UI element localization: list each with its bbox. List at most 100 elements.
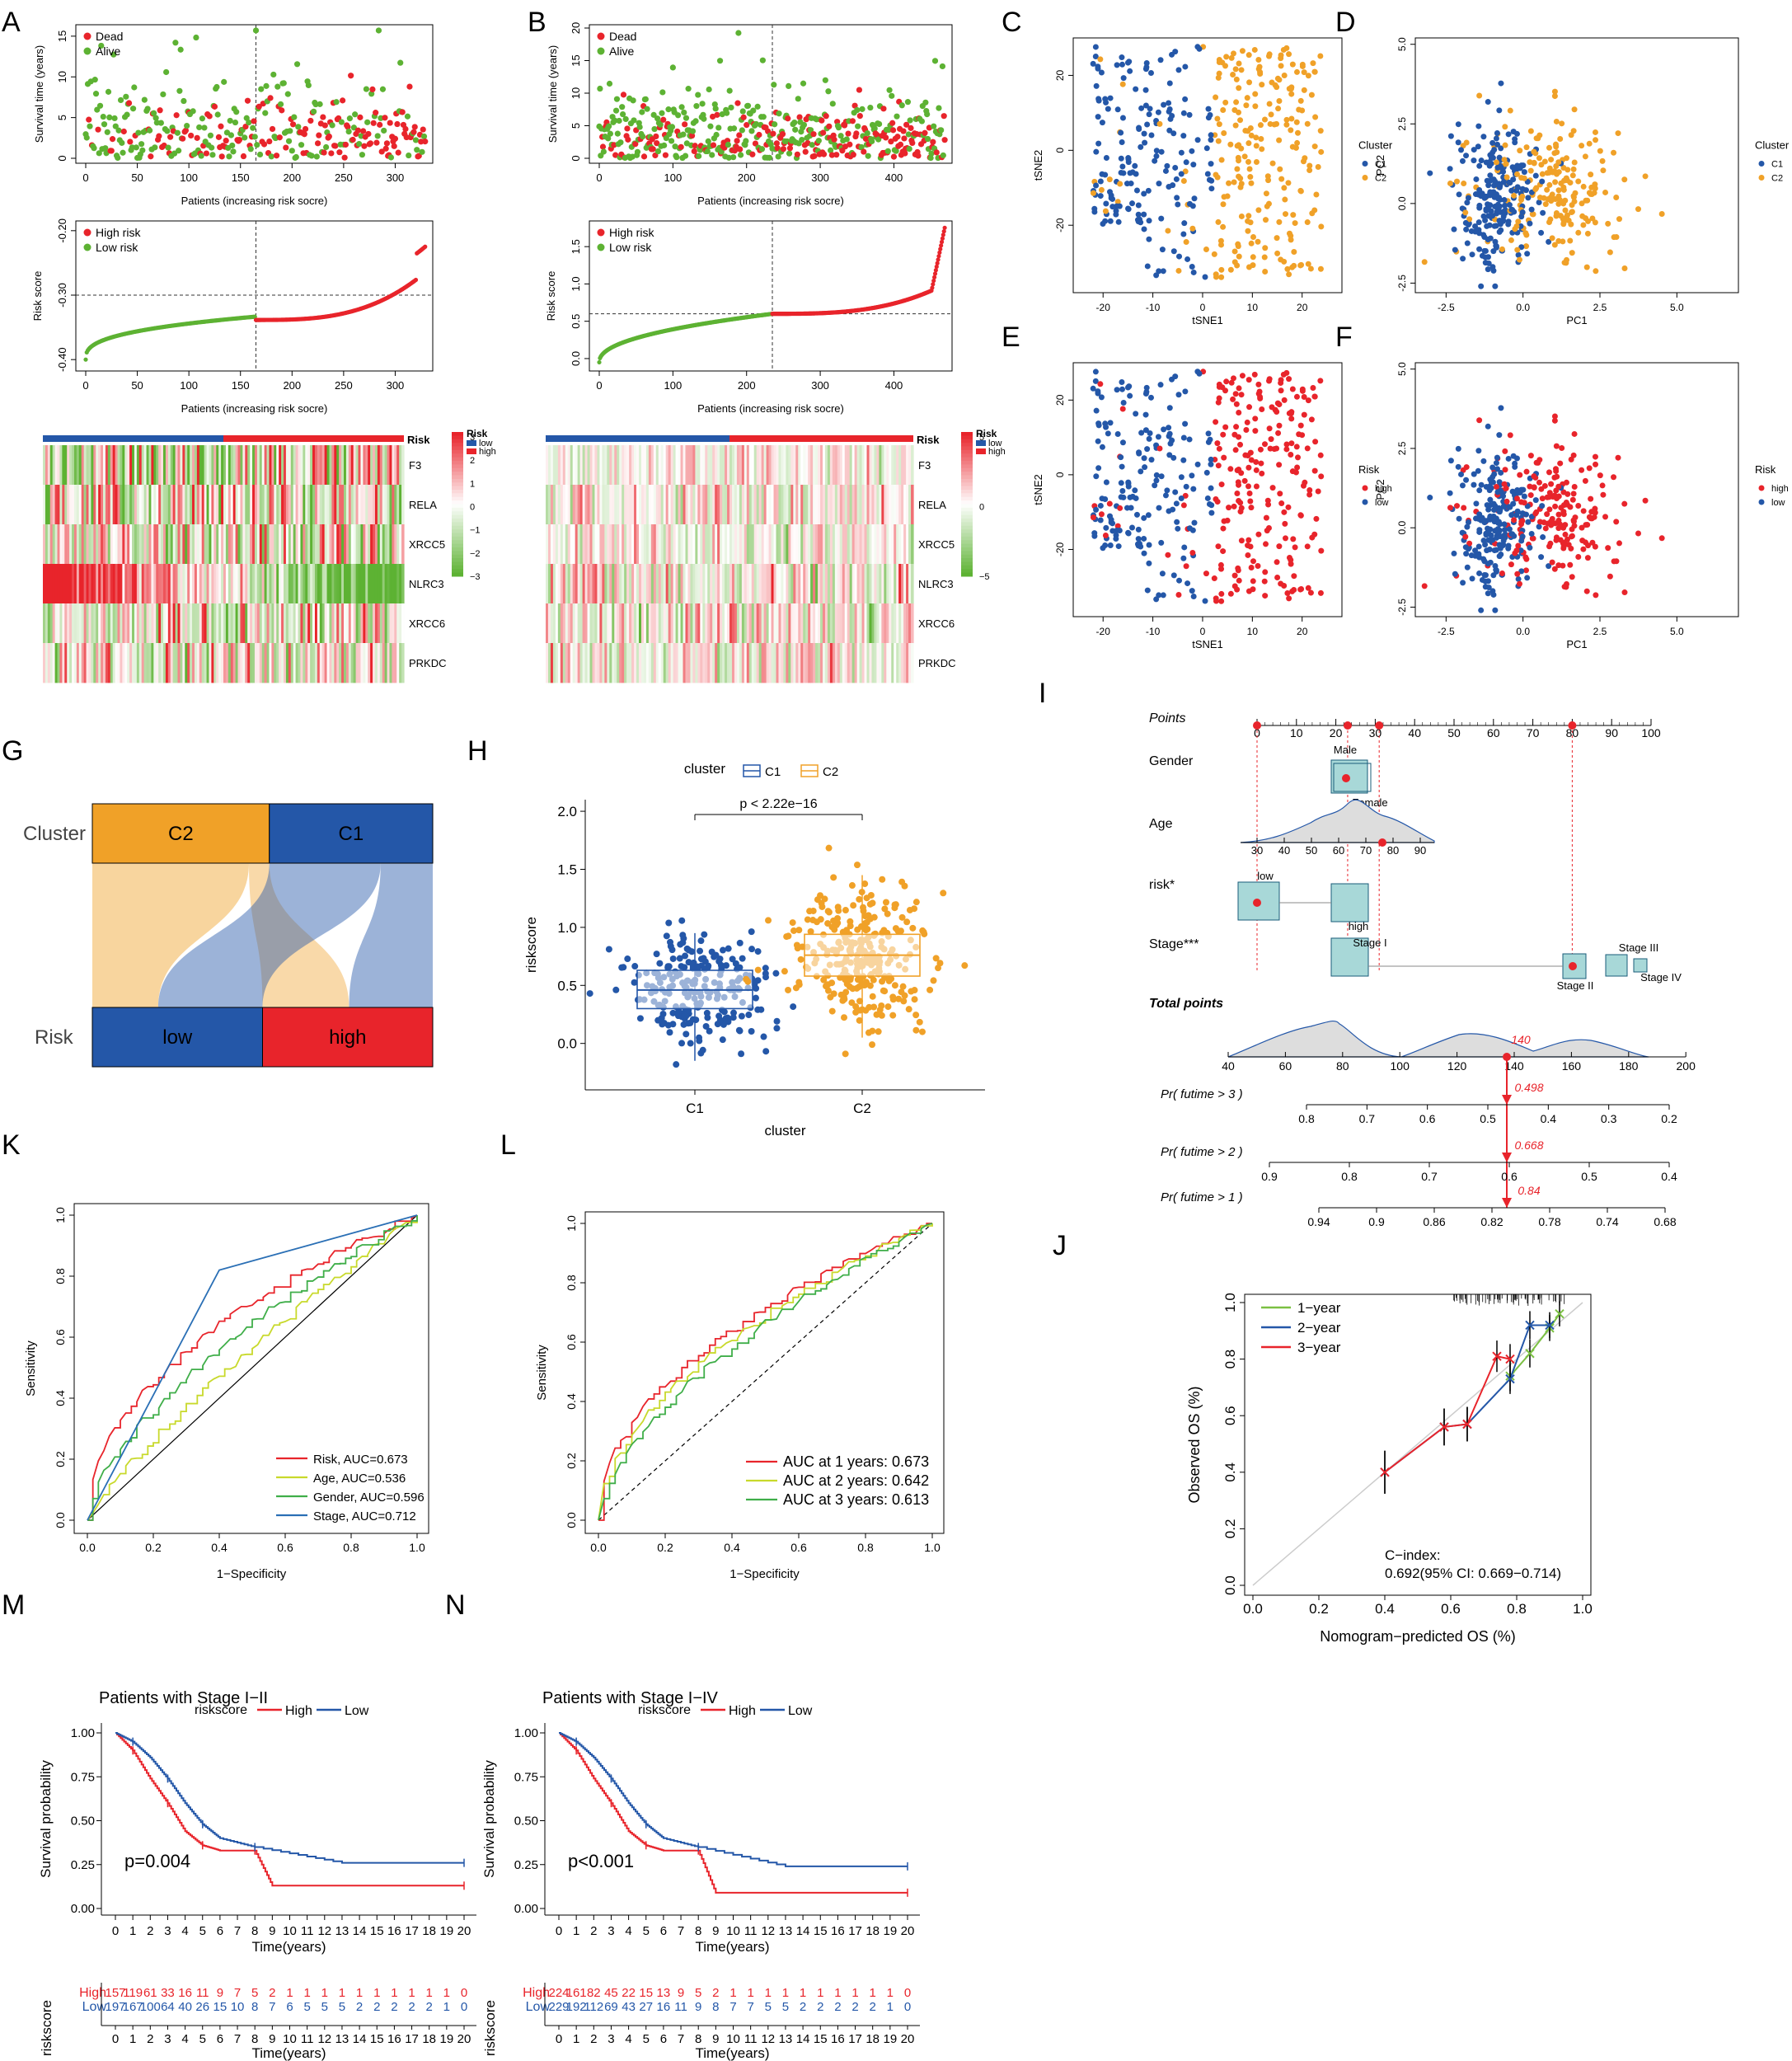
heat-cell [560,643,564,683]
survival-point [716,58,724,64]
cluster-point [1542,201,1549,208]
survival-point [87,123,93,129]
colorbar-step [961,457,973,462]
heat-cell [636,564,640,604]
heat-cell [685,564,689,604]
cluster-point [1500,179,1507,185]
heat-cell [365,643,368,683]
heat-cell [334,485,337,525]
cluster-point [1569,209,1575,216]
heat-cell [336,603,340,644]
cluster-point [1518,223,1524,229]
heat-cell [650,643,654,683]
cluster-point [1114,106,1121,113]
heat-cell [668,643,672,683]
cluster-point [1236,410,1242,416]
heat-cell [795,564,799,604]
heat-cell [896,445,899,486]
heat-cell [45,564,49,604]
survival-point [165,144,171,151]
cluster-point [1233,99,1240,106]
heat-cell [213,603,217,644]
heat-cell [607,485,610,525]
heat-cell [550,603,554,644]
heat-cell [232,445,237,486]
survival-point [273,153,280,159]
cluster-point [1262,245,1269,251]
y-tick-label: 5.0 [1396,362,1408,376]
heat-cell [194,485,198,525]
survival-point [820,151,828,157]
cluster-point [1262,268,1269,275]
cluster-point [1575,229,1582,236]
heat-cell [645,485,650,525]
heat-cell [350,485,354,525]
survival-point [612,152,619,158]
heat-cell [758,445,762,486]
heat-cell [763,564,767,604]
heat-cell [824,485,828,525]
cluster-point [1462,209,1469,216]
heat-cell [692,643,696,683]
cluster-point [1196,45,1203,52]
heat-cell [763,643,767,683]
cluster-point [1252,91,1259,97]
heat-cell [854,603,858,644]
heat-cell [697,485,701,525]
survival-point [104,129,110,135]
heat-cell [81,524,85,565]
heat-cell [47,643,51,683]
cluster-point [1283,446,1290,453]
survival-point [302,125,309,133]
cluster-point [1551,93,1558,100]
cluster-point [1463,226,1470,232]
cluster-point [1301,393,1307,400]
heat-cell [612,564,615,604]
heat-cell [815,524,819,565]
x-tick-label: 20 [1297,302,1308,313]
colorbar-step [961,511,973,516]
cluster-point [1189,472,1195,479]
legend-title: Cluster [1755,139,1790,152]
colorbar-step [961,572,973,577]
heat-cell [903,524,907,565]
heat-cell [69,603,73,644]
survival-point [105,88,112,95]
cluster-point [1276,422,1283,429]
heat-cell [105,445,109,486]
heat-cell [678,643,682,683]
survival-point [356,140,363,148]
cluster-point [1207,436,1213,443]
legend-dot [597,32,605,40]
heat-cell [612,524,615,565]
heat-cell [274,485,277,525]
heat-cell [800,445,804,486]
survival-point [853,130,860,137]
heat-cell [358,524,362,565]
heat-cell [274,445,277,486]
heat-cell [199,445,203,486]
heat-cell [889,603,892,644]
cluster-point [1114,62,1120,68]
cluster-point [1196,370,1203,377]
heat-cell [861,564,866,604]
survival-point [109,136,116,143]
heat-cell [163,564,167,604]
heat-cell [329,524,332,565]
survival-point [258,86,265,92]
survival-point [310,108,317,115]
heat-cell [849,445,853,486]
heat-cell [636,445,640,486]
cluster-point [1317,53,1324,59]
heat-cell [216,445,219,486]
heat-cell [849,564,853,604]
heat-cell [232,485,237,525]
heat-cell [771,445,775,486]
cluster-point [1127,170,1133,176]
heat-cell [861,445,866,486]
cluster-point [1190,594,1197,600]
cluster-point [1157,382,1164,388]
heat-cell [894,643,897,683]
survival-point [875,120,883,128]
cluster-point [1570,128,1577,134]
